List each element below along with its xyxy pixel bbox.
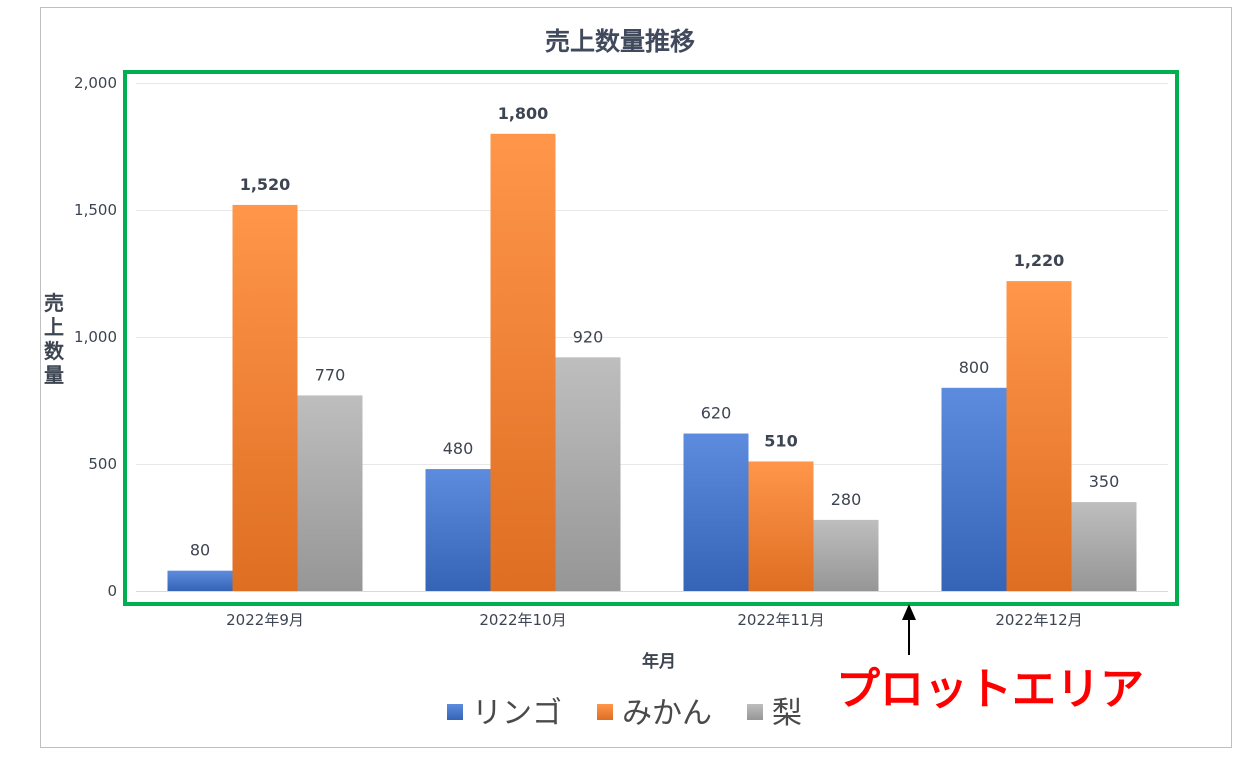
data-label: 800	[959, 358, 990, 377]
x-tick-label: 2022年12月	[995, 611, 1082, 629]
x-axis-title: 年月	[642, 651, 676, 672]
data-label: 510	[764, 431, 797, 450]
x-tick-label: 2022年11月	[737, 611, 824, 629]
data-label: 280	[831, 490, 862, 509]
bar-リンゴ-2022年11月	[683, 433, 749, 591]
bar-リンゴ-2022年12月	[941, 387, 1007, 591]
legend-swatch	[447, 704, 463, 720]
legend-swatch	[747, 704, 763, 720]
plot-area-highlight	[123, 70, 1179, 606]
bar-梨-2022年12月	[1071, 502, 1137, 591]
y-tick-label: 1,000	[74, 328, 117, 346]
bar-みかん-2022年9月	[232, 204, 298, 592]
y-axis-title-char: 上	[44, 315, 64, 339]
data-label: 1,520	[240, 175, 291, 194]
data-label: 620	[701, 404, 732, 423]
x-axis-ticks: 2022年9月 2022年10月 2022年11月 2022年12月	[226, 611, 1082, 629]
data-label: 480	[443, 439, 474, 458]
x-tick-label: 2022年9月	[226, 611, 304, 629]
data-label: 80	[190, 541, 210, 560]
y-tick-label: 500	[88, 455, 117, 473]
bar-リンゴ-2022年10月	[425, 469, 491, 591]
annotation-arrow	[902, 604, 916, 655]
bar-みかん-2022年12月	[1006, 281, 1072, 591]
chart-title: 売上数量推移	[545, 27, 695, 56]
legend-label: 梨	[772, 696, 802, 731]
bar-みかん-2022年10月	[490, 133, 556, 592]
bar-みかん-2022年11月	[748, 461, 814, 591]
legend-label: リンゴ	[472, 696, 562, 731]
legend-swatch	[597, 704, 613, 720]
data-label: 350	[1089, 472, 1120, 491]
y-tick-label: 2,000	[74, 74, 117, 92]
legend-label: みかん	[622, 696, 712, 731]
x-tick-label: 2022年10月	[479, 611, 566, 629]
data-label: 920	[573, 327, 604, 346]
y-axis-ticks: 0 500 1,000 1,500 2,000	[74, 74, 117, 600]
y-axis-title-char: 量	[44, 363, 64, 387]
bar-リンゴ-2022年9月	[167, 570, 233, 591]
annotation-label: プロットエリア	[836, 664, 1144, 715]
bar-梨-2022年9月	[297, 395, 363, 591]
bars	[167, 133, 1137, 592]
y-axis-title: 売上数量	[44, 291, 65, 387]
bar-梨-2022年11月	[813, 519, 879, 591]
y-tick-label: 1,500	[74, 201, 117, 219]
data-label: 1,220	[1014, 251, 1065, 270]
y-tick-label: 0	[107, 582, 117, 600]
data-label: 1,800	[498, 104, 549, 123]
y-axis-title-char: 売	[44, 291, 64, 315]
legend: リンゴ みかん 梨	[447, 696, 802, 731]
bar-梨-2022年10月	[555, 357, 621, 591]
y-axis-title-char: 数	[44, 339, 65, 363]
data-label: 770	[315, 365, 346, 384]
data-labels: 80 1,520 770 480 1,800 920 620 510 280 800 1,220 35…	[190, 104, 1119, 560]
